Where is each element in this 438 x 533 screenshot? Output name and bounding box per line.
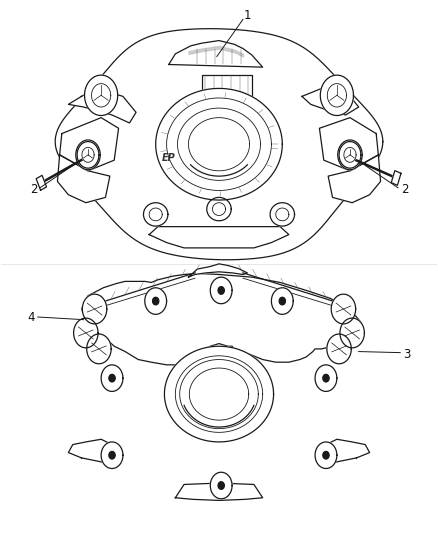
Polygon shape [68, 88, 136, 123]
Polygon shape [324, 439, 370, 463]
Polygon shape [188, 118, 250, 171]
Text: 2: 2 [401, 183, 408, 196]
Polygon shape [276, 208, 289, 221]
Polygon shape [188, 264, 247, 277]
Polygon shape [60, 118, 119, 171]
Polygon shape [68, 439, 114, 463]
Text: 1: 1 [244, 9, 251, 22]
Polygon shape [323, 374, 329, 382]
Polygon shape [177, 108, 261, 180]
Polygon shape [344, 148, 356, 163]
Polygon shape [323, 451, 329, 459]
Polygon shape [74, 318, 98, 348]
Polygon shape [340, 318, 364, 348]
Polygon shape [101, 365, 123, 391]
Polygon shape [338, 140, 362, 169]
Polygon shape [189, 368, 249, 420]
Polygon shape [92, 84, 111, 107]
Text: 3: 3 [403, 348, 410, 361]
Polygon shape [36, 175, 46, 190]
Polygon shape [145, 288, 166, 314]
Polygon shape [339, 142, 361, 168]
Polygon shape [85, 75, 118, 116]
Polygon shape [152, 297, 159, 305]
Polygon shape [144, 203, 168, 226]
Text: EP: EP [162, 152, 176, 163]
Polygon shape [76, 140, 100, 169]
Polygon shape [155, 88, 283, 200]
Polygon shape [272, 288, 293, 314]
Polygon shape [331, 294, 356, 324]
Polygon shape [149, 227, 289, 248]
Polygon shape [175, 356, 263, 432]
Polygon shape [315, 442, 337, 469]
Polygon shape [218, 482, 224, 489]
Polygon shape [212, 203, 226, 215]
Polygon shape [327, 84, 346, 107]
Polygon shape [87, 334, 111, 364]
Polygon shape [166, 98, 272, 190]
Polygon shape [175, 483, 263, 500]
Polygon shape [320, 75, 353, 116]
Polygon shape [180, 360, 258, 429]
Polygon shape [77, 142, 99, 168]
Polygon shape [82, 148, 94, 163]
Polygon shape [201, 75, 252, 107]
Polygon shape [109, 451, 115, 459]
Polygon shape [169, 41, 263, 67]
Polygon shape [207, 197, 231, 221]
Polygon shape [328, 155, 381, 203]
Polygon shape [55, 29, 383, 260]
Polygon shape [270, 203, 294, 226]
Polygon shape [391, 171, 401, 185]
Polygon shape [71, 33, 367, 251]
Polygon shape [327, 334, 351, 364]
Polygon shape [302, 88, 359, 115]
Polygon shape [210, 472, 232, 499]
Text: 2: 2 [30, 183, 37, 196]
Text: 4: 4 [28, 311, 35, 324]
Polygon shape [81, 273, 361, 365]
Polygon shape [149, 208, 162, 221]
Polygon shape [315, 365, 337, 391]
Polygon shape [319, 118, 378, 171]
Polygon shape [82, 294, 107, 324]
Polygon shape [210, 277, 232, 304]
Polygon shape [109, 374, 115, 382]
Polygon shape [101, 442, 123, 469]
Polygon shape [218, 287, 224, 294]
Polygon shape [279, 297, 286, 305]
Polygon shape [164, 346, 274, 442]
Polygon shape [57, 155, 110, 203]
